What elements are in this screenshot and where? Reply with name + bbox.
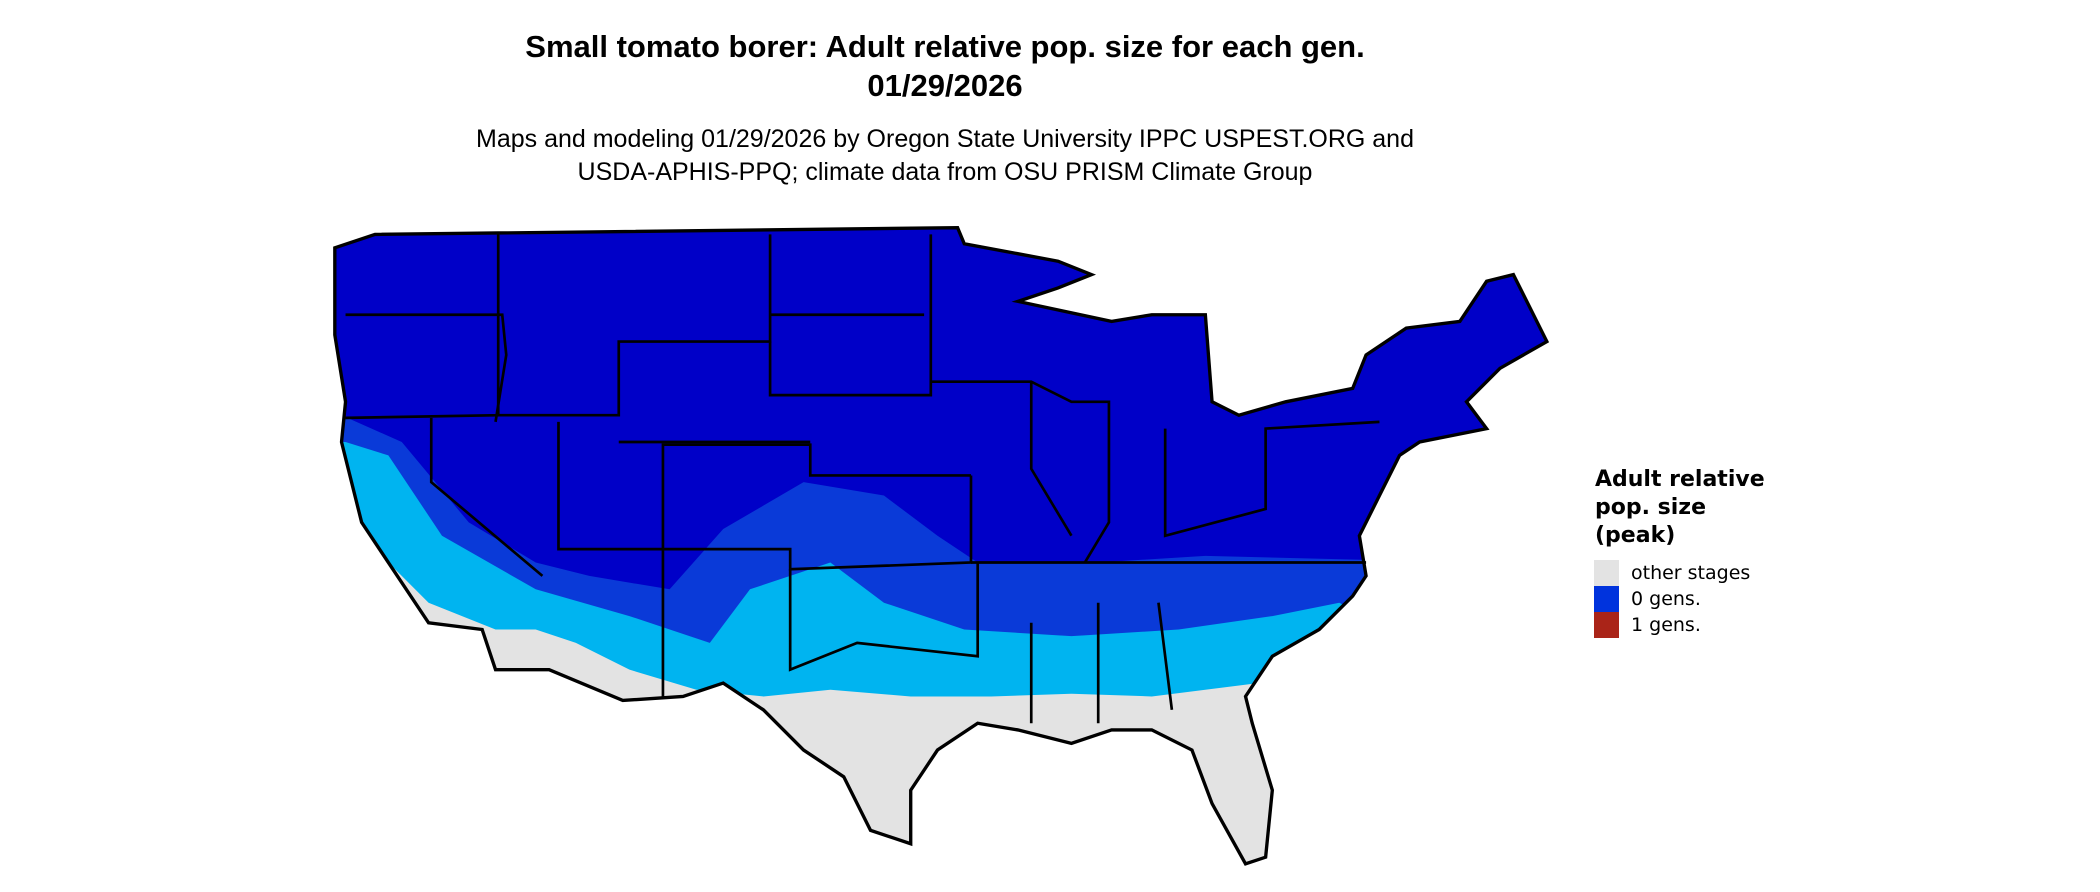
legend-label: 0 gens. (1631, 588, 1701, 610)
legend-swatch (1594, 560, 1619, 586)
map-date: 01/29/2026 (867, 68, 1023, 103)
legend-item-other-stages: other stages (1594, 560, 1750, 586)
subtitle-line-1: Maps and modeling 01/29/2026 by Oregon S… (476, 125, 1414, 153)
legend-swatch (1594, 586, 1619, 612)
legend-swatch (1594, 612, 1619, 638)
legend-label: 1 gens. (1631, 614, 1701, 636)
legend-item-0-gens: 0 gens. (1594, 586, 1701, 612)
legend-label: other stages (1631, 562, 1751, 584)
state-borders (345, 234, 1380, 724)
legend-item-1-gens: 1 gens. (1594, 612, 1701, 638)
legend-title: Adult relative pop. size (peak) (1595, 467, 1765, 548)
map-title: Small tomato borer: Adult relative pop. … (525, 29, 1365, 64)
subtitle-line-2: USDA-APHIS-PPQ; climate data from OSU PR… (577, 158, 1313, 186)
